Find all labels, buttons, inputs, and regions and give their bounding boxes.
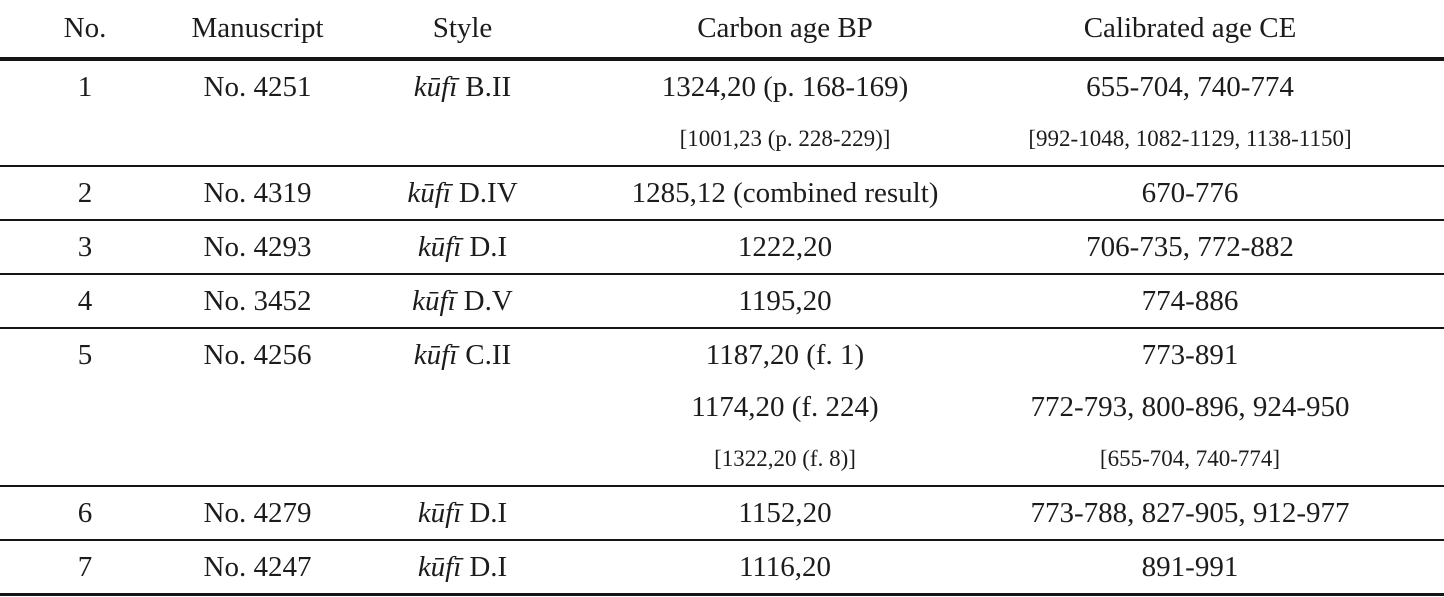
style-script-name-italic: kūfī bbox=[407, 176, 451, 209]
table-row: 6 No. 4279 kūfī D.I 1152,20 773-788, 827-… bbox=[0, 487, 1444, 541]
carbon-age-value: 1324,20 (p. 168-169) bbox=[661, 70, 909, 103]
row-number: 1 bbox=[77, 70, 93, 103]
style-class-label: C.II bbox=[465, 338, 512, 371]
style-script-name-italic: kūfī bbox=[417, 230, 462, 263]
table-row: 1 No. 4251 kūfī B.II 1324,20 (p. 168-169)… bbox=[0, 61, 1444, 167]
style-class-label: B.II bbox=[465, 70, 512, 103]
calibrated-age-value: 670-776 bbox=[1141, 176, 1239, 209]
row-number: 7 bbox=[77, 550, 93, 583]
row-right-spacer bbox=[1390, 221, 1444, 222]
style-designation: kūfī D.I bbox=[345, 541, 580, 593]
calibrated-age-cell: 670-776 bbox=[990, 167, 1390, 219]
manuscript-number: No. 4251 bbox=[203, 70, 312, 103]
style-script-name-italic: kūfī bbox=[412, 284, 456, 317]
calibrated-age-value: [992-1048, 1082-1129, 1138-1150] bbox=[1028, 126, 1352, 151]
manuscript-number: No. 4256 bbox=[203, 338, 312, 371]
manuscript-number: No. 4319 bbox=[203, 176, 312, 209]
style-designation: kūfī C.II bbox=[345, 329, 580, 381]
column-header-calibrated-age: Calibrated age CE bbox=[1083, 12, 1297, 44]
carbon-age-value: 1152,20 bbox=[738, 496, 832, 529]
style-script-name-italic: kūfī bbox=[417, 496, 462, 529]
row-number: 5 bbox=[77, 338, 93, 371]
header-right-spacer bbox=[1390, 0, 1444, 1]
carbon-age-cell: 1222,20 bbox=[580, 221, 990, 273]
row-right-spacer bbox=[1390, 167, 1444, 168]
carbon-age-cell: 1285,12 (combined result) bbox=[580, 167, 990, 219]
style-designation: kūfī D.I bbox=[345, 221, 580, 273]
calibrated-age-value: 773-891 bbox=[1141, 338, 1239, 371]
row-right-spacer bbox=[1390, 487, 1444, 488]
carbon-age-value: 1187,20 (f. 1) bbox=[705, 338, 865, 371]
carbon-age-value: 1174,20 (f. 224) bbox=[691, 390, 879, 423]
manuscript-number: No. 4279 bbox=[203, 496, 312, 529]
column-header-manuscript: Manuscript bbox=[191, 12, 324, 44]
calibrated-age-cell: 774-886 bbox=[990, 275, 1390, 327]
calibrated-age-cell: 891-991 bbox=[990, 541, 1390, 593]
row-number: 2 bbox=[77, 176, 93, 209]
calibrated-age-value: 774-886 bbox=[1141, 284, 1239, 317]
style-class-label: D.I bbox=[469, 230, 508, 263]
style-class-label: D.IV bbox=[458, 176, 518, 209]
style-script-name-italic: kūfī bbox=[417, 550, 462, 583]
calibrated-age-value: 772-793, 800-896, 924-950 bbox=[1030, 390, 1350, 423]
carbon-age-value: [1322,20 (f. 8)] bbox=[714, 446, 856, 471]
calibrated-age-cell: 706-735, 772-882 bbox=[990, 221, 1390, 273]
column-header-style: Style bbox=[432, 12, 493, 44]
table-header-row: No. Manuscript Style Carbon age BP Calib… bbox=[0, 0, 1444, 61]
carbon-age-cell: 1187,20 (f. 1) 1174,20 (f. 224) [1322,20 (… bbox=[580, 329, 990, 485]
calibrated-age-cell: 773-788, 827-905, 912-977 bbox=[990, 487, 1390, 539]
manuscript-number: No. 3452 bbox=[203, 284, 312, 317]
table-row: 5 No. 4256 kūfī C.II 1187,20 (f. 1) 1174,2… bbox=[0, 329, 1444, 487]
table-body: 1 No. 4251 kūfī B.II 1324,20 (p. 168-169)… bbox=[0, 61, 1444, 596]
style-designation: kūfī D.V bbox=[345, 275, 580, 327]
carbon-age-cell: 1116,20 bbox=[580, 541, 990, 593]
manuscript-number: No. 4293 bbox=[203, 230, 312, 263]
column-header-carbon-age: Carbon age BP bbox=[697, 12, 873, 44]
carbon-age-value: 1195,20 bbox=[738, 284, 832, 317]
style-class-label: D.V bbox=[463, 284, 513, 317]
table-row: 3 No. 4293 kūfī D.I 1222,20 706-735, 772-… bbox=[0, 221, 1444, 275]
style-script-name-italic: kūfī bbox=[413, 338, 458, 371]
row-number: 4 bbox=[77, 284, 93, 317]
calibrated-age-cell: 655-704, 740-774 [992-1048, 1082-1129, 11… bbox=[990, 61, 1390, 165]
style-designation: kūfī B.II bbox=[345, 61, 580, 113]
calibrated-age-value: 891-991 bbox=[1141, 550, 1239, 583]
row-right-spacer bbox=[1390, 275, 1444, 276]
column-header-no: No. bbox=[63, 12, 107, 44]
row-number: 6 bbox=[77, 496, 93, 529]
table-row: 7 No. 4247 kūfī D.I 1116,20 891-991 bbox=[0, 541, 1444, 596]
calibrated-age-value: 706-735, 772-882 bbox=[1086, 230, 1294, 263]
row-right-spacer bbox=[1390, 61, 1444, 62]
row-number: 3 bbox=[77, 230, 93, 263]
style-class-label: D.I bbox=[469, 550, 508, 583]
row-right-spacer bbox=[1390, 541, 1444, 542]
carbon-age-value: 1222,20 bbox=[737, 230, 833, 263]
table-row: 2 No. 4319 kūfī D.IV 1285,12 (combined re… bbox=[0, 167, 1444, 221]
row-right-spacer bbox=[1390, 329, 1444, 330]
carbon-age-cell: 1152,20 bbox=[580, 487, 990, 539]
manuscript-number: No. 4247 bbox=[203, 550, 312, 583]
style-designation: kūfī D.I bbox=[345, 487, 580, 539]
carbon-age-cell: 1195,20 bbox=[580, 275, 990, 327]
carbon-age-value: 1116,20 bbox=[738, 550, 832, 583]
calibrated-age-value: 655-704, 740-774 bbox=[1086, 70, 1294, 103]
calibrated-age-value: [655-704, 740-774] bbox=[1099, 446, 1281, 471]
calibrated-age-cell: 773-891 772-793, 800-896, 924-950 [655-704… bbox=[990, 329, 1390, 485]
carbon-age-value: 1285,12 (combined result) bbox=[631, 176, 939, 209]
style-designation: kūfī D.IV bbox=[345, 167, 580, 219]
table-row: 4 No. 3452 kūfī D.V 1195,20 774-886 bbox=[0, 275, 1444, 329]
style-script-name-italic: kūfī bbox=[413, 70, 458, 103]
style-class-label: D.I bbox=[469, 496, 508, 529]
calibrated-age-value: 773-788, 827-905, 912-977 bbox=[1030, 496, 1350, 529]
carbon-age-cell: 1324,20 (p. 168-169) [1001,23 (p. 228-229… bbox=[580, 61, 990, 165]
carbon-age-value: [1001,23 (p. 228-229)] bbox=[679, 126, 891, 151]
